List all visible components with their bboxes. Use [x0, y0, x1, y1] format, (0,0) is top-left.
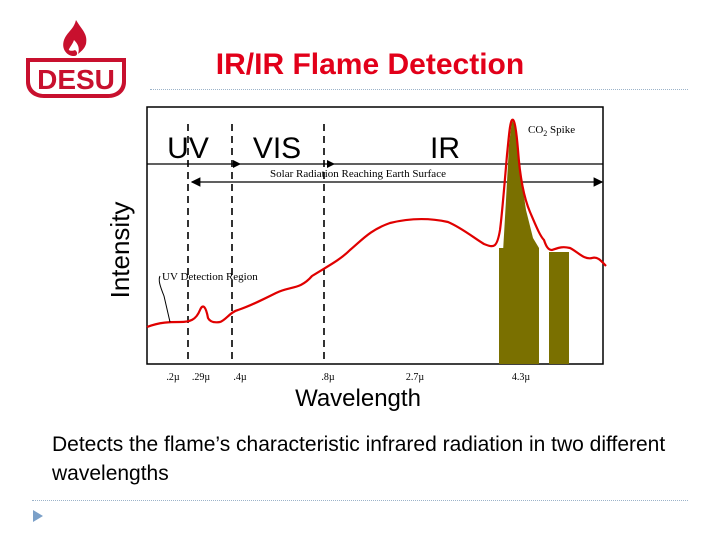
slide-title: IR/IR Flame Detection — [215, 48, 525, 81]
uv-region-label: UV — [167, 132, 209, 165]
spectrum-diagram: UV VIS IR Solar Radiation Reaching Earth… — [105, 106, 607, 412]
x-axis-label: Wavelength — [295, 385, 421, 412]
tick-label: .29µ — [192, 372, 211, 383]
tick-label: .4µ — [233, 372, 247, 383]
body-text: Detects the flame’s characteristic infra… — [52, 433, 666, 485]
uv-detection-pointer — [158, 275, 171, 323]
tick-label: 4.3µ — [512, 372, 531, 383]
co2-spike-label: CO2 Spike — [528, 124, 575, 138]
ir-region-label: IR — [430, 132, 460, 165]
co2-band — [499, 248, 539, 364]
intensity-curve — [146, 118, 607, 329]
title-divider — [150, 89, 688, 90]
desu-logo: DESU — [26, 20, 126, 98]
tick-label: .2µ — [166, 372, 180, 383]
solar-radiation-label: Solar Radiation Reaching Earth Surface — [270, 168, 446, 180]
vis-region-label: VIS — [253, 132, 301, 165]
footer-divider — [32, 500, 688, 501]
second-band — [549, 252, 569, 364]
tick-label: .8µ — [321, 372, 335, 383]
triangle-right-icon — [33, 510, 43, 522]
tick-label: 2.7µ — [406, 372, 425, 383]
logo-text: DESU — [37, 64, 115, 95]
uv-detection-label: UV Detection Region — [162, 271, 258, 283]
flame-icon — [63, 20, 87, 54]
co2-spike-fill — [499, 120, 539, 252]
y-axis-label: Intensity — [105, 202, 135, 299]
plot-frame — [146, 106, 604, 365]
